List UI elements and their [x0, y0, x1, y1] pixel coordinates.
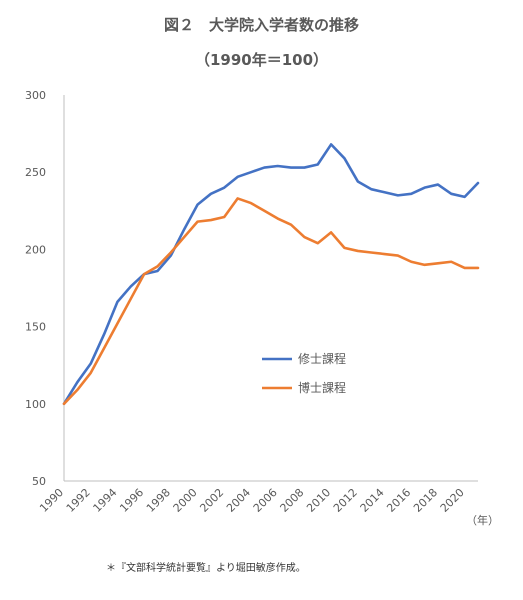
- x-tick-label: 2016: [384, 486, 413, 515]
- legend-label: 修士課程: [298, 351, 346, 366]
- x-tick-label: 2004: [224, 486, 253, 515]
- x-tick-label: 2000: [171, 486, 200, 515]
- x-tick-label: 1990: [37, 486, 66, 515]
- x-tick-label: 2014: [358, 486, 387, 515]
- y-tick-label: 200: [25, 243, 46, 256]
- x-tick-label: 2018: [411, 486, 440, 515]
- x-tick-label: 2008: [278, 486, 307, 515]
- x-axis-unit-label: （年）: [466, 514, 499, 527]
- legend-label: 博士課程: [298, 380, 346, 395]
- chart-title: 図２ 大学院入学者数の推移: [163, 16, 359, 34]
- x-axis-ticks: 1990199219941996199820002002200420062008…: [37, 486, 467, 515]
- series-lines: [62, 143, 480, 406]
- x-tick-label: 2006: [251, 486, 280, 515]
- chart-axes: [63, 95, 478, 482]
- x-tick-label: 1992: [64, 486, 93, 515]
- x-tick-label: 2002: [197, 486, 226, 515]
- y-tick-label: 250: [25, 166, 46, 179]
- series-line-master: [62, 143, 480, 406]
- y-axis-ticks: 50 100 150 200 250 300: [25, 89, 46, 488]
- x-tick-label: 2020: [438, 486, 467, 515]
- y-tick-label: 300: [25, 89, 46, 102]
- x-tick-label: 1994: [91, 486, 120, 515]
- y-tick-label: 100: [25, 398, 46, 411]
- x-tick-label: 2010: [304, 486, 333, 515]
- source-note: ＊『文部科学統計要覧』より堀田敏彦作成。: [106, 563, 306, 574]
- x-tick-label: 2012: [331, 486, 360, 515]
- series-line-doctor: [62, 197, 480, 406]
- x-tick-label: 1996: [117, 486, 146, 515]
- y-tick-label: 50: [32, 475, 46, 488]
- y-tick-label: 150: [25, 321, 46, 334]
- x-tick-label: 1998: [144, 486, 173, 515]
- chart-subtitle: （1990年＝100）: [194, 51, 329, 69]
